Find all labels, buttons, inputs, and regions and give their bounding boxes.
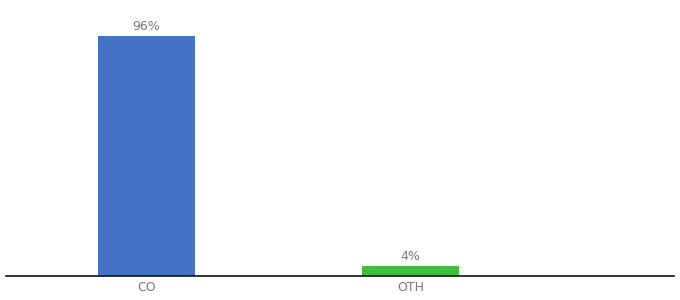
Text: 4%: 4%: [401, 250, 420, 263]
Bar: [98, 36, 194, 276]
Text: 96%: 96%: [133, 20, 160, 33]
Bar: [362, 266, 459, 276]
